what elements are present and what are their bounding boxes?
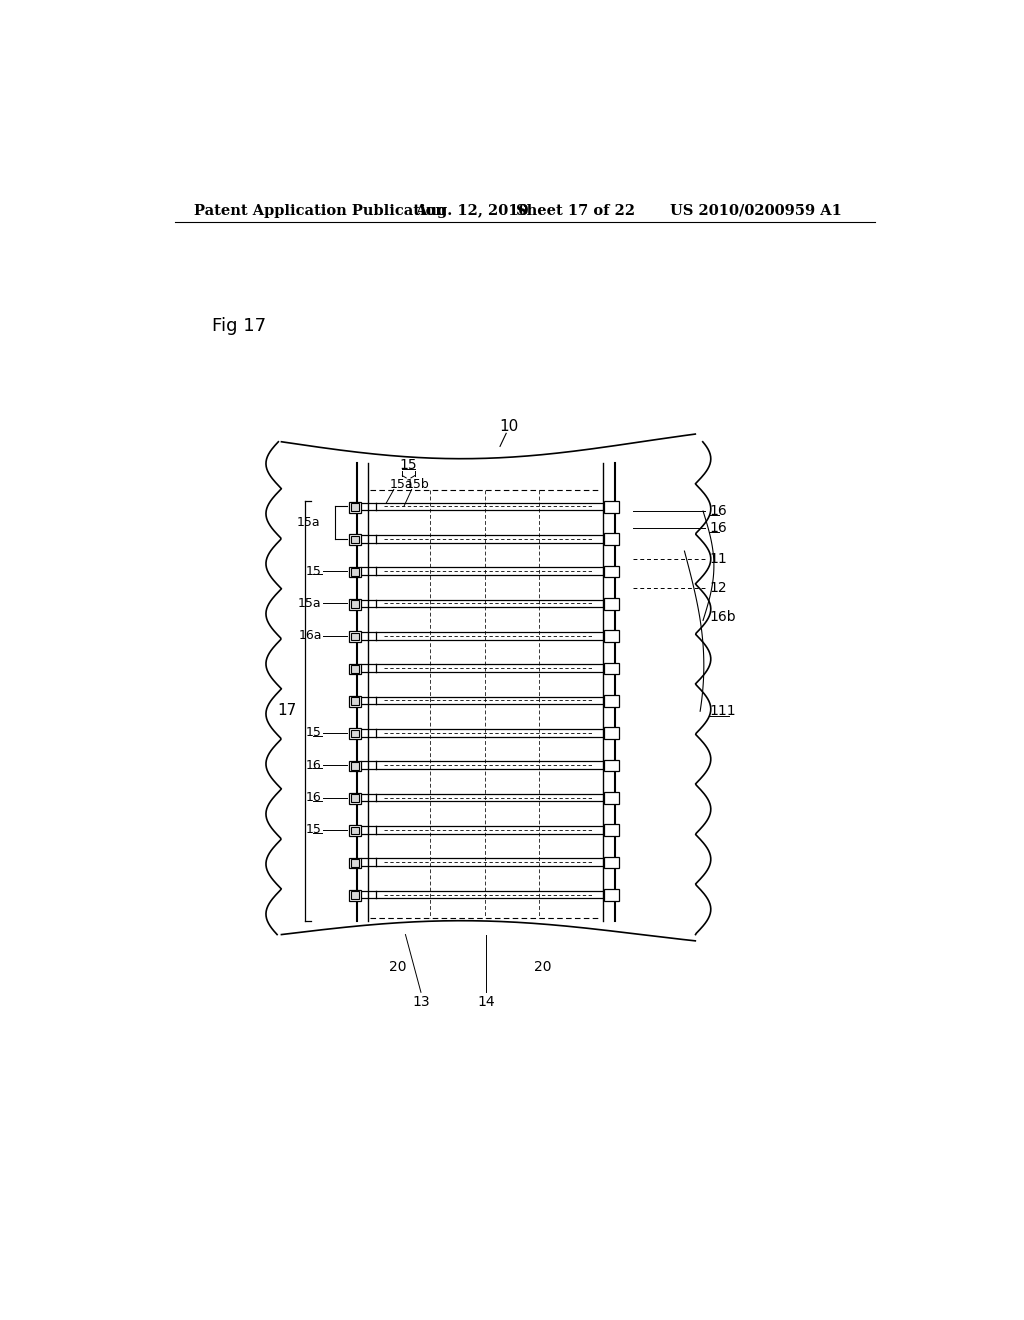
Text: 12: 12 [710,581,727,595]
Bar [351,632,359,640]
Text: 16: 16 [710,504,727,517]
Text: 14: 14 [477,994,495,1008]
Bar [604,631,620,642]
Text: 15a: 15a [297,516,321,529]
Bar [604,533,620,545]
Text: 11: 11 [710,552,727,566]
Text: 111: 111 [710,705,736,718]
Text: 17: 17 [278,704,297,718]
Text: 15a: 15a [390,478,414,491]
Bar [349,729,361,739]
Text: 16: 16 [710,521,727,535]
Text: Patent Application Publication: Patent Application Publication [194,203,445,218]
Text: 16b: 16b [710,610,736,623]
Text: 16: 16 [306,759,322,772]
Bar [351,859,359,867]
Bar [604,760,620,771]
Text: 20: 20 [389,960,407,974]
Bar [604,727,620,739]
Bar [604,566,620,577]
Bar [604,696,620,706]
Bar [351,730,359,738]
Text: 15a: 15a [298,597,322,610]
Bar [351,762,359,770]
Bar [604,598,620,610]
Bar [349,760,361,771]
Text: 15: 15 [306,824,322,837]
Bar [349,535,361,545]
Bar [604,663,620,675]
Text: Fig 17: Fig 17 [212,317,266,335]
Bar [604,890,620,900]
Text: 16a: 16a [298,630,322,643]
Text: 15: 15 [306,726,322,739]
Bar [349,664,361,675]
Text: Sheet 17 of 22: Sheet 17 of 22 [515,203,635,218]
Bar [349,502,361,512]
Text: 20: 20 [534,960,551,974]
Bar [351,795,359,803]
Bar [351,568,359,576]
Bar [604,857,620,869]
Bar [604,502,620,512]
Bar [349,858,361,869]
Bar [604,792,620,804]
Text: 10: 10 [500,418,519,434]
Text: Aug. 12, 2010: Aug. 12, 2010 [415,203,528,218]
Bar [351,601,359,609]
Text: 15: 15 [306,565,322,578]
Bar [351,697,359,705]
Bar [349,566,361,577]
Bar [351,503,359,511]
Bar [349,599,361,610]
Bar [349,890,361,900]
Bar [351,665,359,673]
Bar [349,793,361,804]
Bar [351,891,359,899]
Bar [351,826,359,834]
Text: 15b: 15b [406,478,429,491]
Bar [349,696,361,706]
Text: 13: 13 [412,994,430,1008]
Bar [604,825,620,836]
Bar [349,631,361,642]
Text: US 2010/0200959 A1: US 2010/0200959 A1 [671,203,843,218]
Text: 16: 16 [306,791,322,804]
Bar [351,536,359,544]
Text: 15: 15 [399,458,418,471]
Bar [349,825,361,836]
